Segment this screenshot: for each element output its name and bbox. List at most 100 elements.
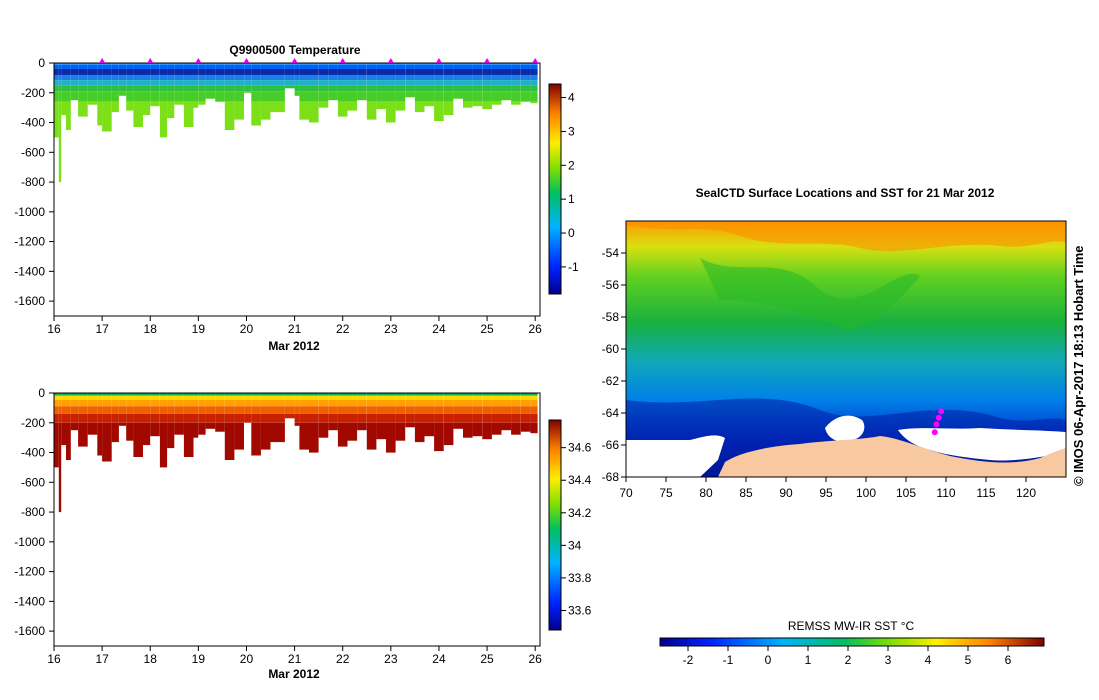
profile-column: [299, 393, 309, 450]
profile-cell: [70, 69, 78, 75]
sst-map-panel: SealCTD Surface Locations and SST for 21…: [602, 186, 1086, 667]
profile-cell: [126, 399, 134, 407]
profile-cell: [61, 63, 66, 65]
profile-cell: [424, 395, 435, 400]
sst-map-field: [626, 221, 1066, 477]
profile-cell: [520, 91, 531, 102]
profile-cell: [97, 85, 103, 92]
profile-cell: [405, 399, 415, 407]
profile-cell: [414, 399, 425, 407]
profile-column: [337, 393, 348, 447]
profile-cell: [215, 74, 225, 81]
profile-column: [299, 63, 309, 120]
profile-cell: [443, 63, 454, 65]
profile-cell: [234, 63, 244, 65]
profile-cell: [414, 393, 425, 396]
profile-cell: [453, 395, 463, 400]
profile-cell: [309, 395, 319, 400]
profile-cell: [215, 91, 225, 102]
profile-column: [133, 63, 143, 127]
profile-cell: [159, 74, 168, 81]
profile-cell: [463, 399, 473, 407]
x-tick-label: 16: [47, 652, 61, 666]
profile-column: [414, 393, 425, 443]
profile-cell: [102, 64, 112, 69]
profile-cell: [167, 413, 175, 423]
profile-cell: [251, 422, 261, 456]
profile-cell: [97, 422, 103, 456]
profile-cell: [205, 69, 216, 75]
profile-cell: [174, 85, 184, 92]
profile-column: [285, 393, 295, 419]
profile-cell: [244, 69, 252, 75]
profile-cell: [463, 63, 473, 65]
profile-cell: [424, 399, 435, 407]
profile-cell: [414, 74, 425, 81]
profile-cell: [61, 101, 66, 116]
profile-cell: [183, 63, 194, 65]
seal-surface-location: [933, 421, 940, 428]
profile-cell: [328, 91, 338, 101]
profile-cell: [174, 91, 184, 102]
profile-cell: [434, 395, 444, 400]
profile-column: [61, 393, 66, 446]
profile-marker: [195, 58, 202, 63]
x-tick-label: 18: [144, 652, 158, 666]
profile-cell: [224, 85, 235, 92]
profile-cell: [443, 413, 454, 423]
salinity-y-axis: 0 -200 -400 -600 -800 -1000 -1200 -1400 -1600: [14, 386, 54, 638]
profile-cell: [70, 406, 78, 414]
profile-cell: [366, 393, 377, 396]
profile-cell: [224, 413, 235, 423]
profile-cell: [386, 85, 396, 92]
profile-cell: [285, 80, 295, 86]
profile-cell: [395, 63, 406, 65]
profile-cell: [87, 395, 98, 400]
profile-cell: [126, 406, 134, 414]
profile-cell: [205, 406, 216, 414]
profile-cell: [270, 74, 285, 81]
profile-cell: [347, 399, 358, 407]
profile-cell: [260, 69, 271, 75]
profile-cell: [183, 91, 194, 102]
profile-cell: [97, 63, 103, 65]
x-tick-label: 21: [288, 322, 302, 336]
profile-cell: [234, 101, 244, 120]
profile-cell: [501, 406, 512, 414]
profile-cell: [357, 91, 367, 101]
profile-column: [453, 63, 463, 99]
profile-cell: [167, 101, 175, 119]
profile-cell: [183, 422, 194, 457]
profile-cell: [119, 91, 127, 96]
profile-cell: [366, 422, 377, 450]
profile-cell: [111, 91, 119, 102]
profile-cell: [58, 413, 62, 423]
profile-cell: [102, 422, 112, 462]
profile-cell: [357, 63, 367, 65]
profile-cell: [150, 63, 160, 65]
profile-cell: [143, 74, 151, 81]
profile-cell: [61, 413, 66, 423]
profile-cell: [70, 91, 78, 101]
profile-column: [244, 63, 252, 93]
profile-cell: [97, 413, 103, 423]
profile-cell: [472, 393, 483, 396]
profile-column: [251, 63, 261, 126]
profile-cell: [318, 399, 329, 407]
profile-cell: [78, 406, 88, 414]
profile-cell: [66, 91, 71, 102]
profile-cell: [143, 413, 151, 423]
profile-column: [395, 393, 406, 441]
profile-cell: [395, 422, 406, 441]
profile-cell: [424, 74, 435, 81]
profile-cell: [357, 413, 367, 423]
profile-cell: [501, 422, 512, 431]
profile-column: [472, 393, 483, 437]
profile-cell: [143, 101, 151, 116]
profile-cell: [285, 85, 295, 89]
profile-cell: [133, 422, 143, 457]
profile-cell: [244, 74, 252, 81]
profile-cell: [260, 422, 271, 450]
profile-cell: [285, 395, 295, 400]
profile-column: [150, 63, 160, 107]
